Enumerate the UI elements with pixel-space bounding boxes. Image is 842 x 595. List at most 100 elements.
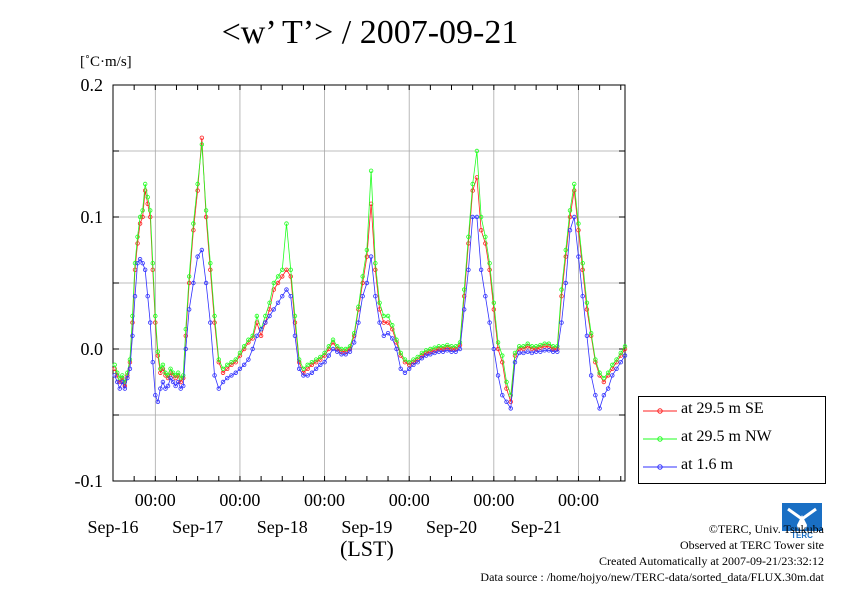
series-point-0 xyxy=(436,346,442,352)
logo-text: TERC xyxy=(791,531,813,539)
series-point-1 xyxy=(225,362,230,368)
x-date-label: Sep-16 xyxy=(88,517,139,537)
series-point-2 xyxy=(360,294,365,299)
series-point-1 xyxy=(512,350,518,356)
series-point-1 xyxy=(335,344,340,349)
series-line-1 xyxy=(114,144,626,396)
legend-label-nw: at 29.5 m NW xyxy=(681,428,772,445)
series-point-0 xyxy=(335,346,340,352)
series-point-2 xyxy=(115,379,120,385)
series-point-1 xyxy=(500,353,505,358)
x-tick-label: 00:00 xyxy=(135,490,176,510)
series-point-2 xyxy=(160,379,166,385)
series-point-2 xyxy=(373,294,378,299)
series-point-1 xyxy=(148,208,153,213)
series-point-1 xyxy=(419,350,425,356)
series-point-2 xyxy=(165,383,171,389)
series-point-2 xyxy=(233,370,238,375)
x-date-label: Sep-18 xyxy=(257,517,308,537)
series-point-2 xyxy=(428,352,433,357)
legend-marker-nw xyxy=(643,436,677,442)
series-point-2 xyxy=(309,370,315,375)
series-point-1 xyxy=(150,261,155,266)
series-point-1 xyxy=(385,313,391,319)
series-point-1 xyxy=(373,261,378,266)
series-point-0 xyxy=(576,227,581,233)
series-point-2 xyxy=(267,313,272,319)
series-point-1 xyxy=(423,348,429,353)
series-point-1 xyxy=(529,344,535,349)
series-point-2 xyxy=(237,366,243,371)
series-point-0 xyxy=(550,346,556,352)
copyright-text: ©TERC, Univ. Tsukuba xyxy=(708,522,824,536)
series-point-0 xyxy=(440,346,446,352)
x-axis-caption: (LST) xyxy=(340,536,394,561)
series-point-1 xyxy=(618,350,623,356)
series-point-1 xyxy=(305,362,310,368)
x-tick-label: 00:00 xyxy=(304,490,345,510)
series-point-0 xyxy=(364,254,370,259)
series-point-1 xyxy=(364,247,370,253)
series-point-1 xyxy=(115,370,120,375)
series-point-0 xyxy=(572,188,577,193)
series-point-0 xyxy=(478,227,484,233)
series-point-0 xyxy=(525,344,530,349)
series-point-1 xyxy=(301,366,306,371)
series-point-0 xyxy=(173,375,178,381)
series-point-2 xyxy=(326,353,332,358)
series-point-2 xyxy=(199,247,205,253)
series-point-1 xyxy=(191,221,196,226)
series-point-0 xyxy=(250,336,255,341)
series-point-2 xyxy=(449,349,454,354)
series-point-1 xyxy=(521,344,526,349)
series-point-2 xyxy=(470,214,475,220)
series-point-2 xyxy=(186,307,192,312)
series-point-2 xyxy=(170,379,176,385)
series-point-2 xyxy=(398,366,403,371)
series-point-2 xyxy=(415,360,420,365)
series-point-1 xyxy=(360,274,365,279)
series-point-1 xyxy=(288,267,293,272)
series-point-1 xyxy=(377,300,382,305)
series-point-2 xyxy=(597,406,602,411)
series-point-0 xyxy=(229,362,234,368)
series-point-2 xyxy=(614,366,619,371)
series-point-2 xyxy=(521,350,526,356)
series-point-2 xyxy=(330,346,336,352)
x-date-label: Sep-21 xyxy=(511,517,562,537)
series-point-1 xyxy=(398,350,403,356)
series-point-2 xyxy=(140,261,145,266)
series-point-2 xyxy=(445,348,450,353)
series-point-2 xyxy=(132,294,138,299)
series-point-1 xyxy=(233,357,238,362)
series-point-2 xyxy=(158,386,163,391)
series-point-2 xyxy=(364,280,370,286)
series-point-2 xyxy=(178,386,183,391)
series-point-1 xyxy=(271,280,276,286)
series-point-1 xyxy=(576,221,581,226)
series-point-2 xyxy=(588,373,594,378)
series-point-2 xyxy=(250,346,255,352)
legend-label-1-6m: at 1.6 m xyxy=(681,456,733,473)
series-point-1 xyxy=(478,214,484,220)
series-point-2 xyxy=(411,362,416,368)
series-point-2 xyxy=(546,348,552,353)
series-point-1 xyxy=(449,344,454,349)
series-point-1 xyxy=(538,342,543,348)
series-point-0 xyxy=(322,353,327,358)
y-axis-unit-label: [˚C·m/s] xyxy=(80,54,132,70)
series-point-0 xyxy=(445,345,450,350)
series-point-2 xyxy=(183,346,188,352)
series-point-2 xyxy=(335,349,340,354)
series-point-0 xyxy=(258,333,264,338)
series-point-1 xyxy=(347,344,353,349)
series-point-1 xyxy=(132,261,138,266)
series-point-2 xyxy=(487,320,492,325)
series-point-1 xyxy=(250,333,255,338)
series-point-1 xyxy=(120,373,125,378)
series-point-0 xyxy=(423,350,429,356)
series-point-2 xyxy=(137,257,143,262)
series-point-1 xyxy=(368,168,374,173)
series-point-1 xyxy=(542,341,547,346)
series-point-0 xyxy=(402,360,408,365)
